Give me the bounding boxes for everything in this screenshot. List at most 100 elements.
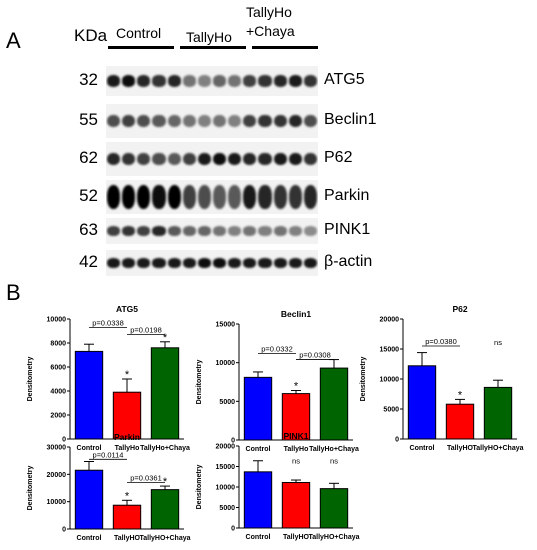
blot-band bbox=[243, 152, 257, 166]
blot-band bbox=[137, 152, 151, 166]
y-tick-label: 30000 bbox=[47, 445, 67, 452]
x-tick-label: TallyHo bbox=[115, 445, 140, 452]
blot-band bbox=[197, 114, 211, 128]
molecular-weight-label: 32 bbox=[79, 70, 98, 89]
y-tick-label: 2000 bbox=[50, 413, 66, 420]
y-tick-label: 15000 bbox=[216, 464, 236, 471]
y-tick-label: 10000 bbox=[216, 360, 236, 367]
chart-title: PINK1 bbox=[283, 431, 308, 441]
protein-label-beclin1: Beclin1 bbox=[324, 111, 377, 128]
blot-band bbox=[182, 258, 196, 268]
blot-band bbox=[228, 114, 242, 128]
protein-label-beta-actin: β-actin bbox=[324, 253, 373, 270]
blot-band bbox=[107, 226, 121, 236]
blot-band bbox=[167, 185, 181, 209]
bar bbox=[445, 403, 475, 440]
blot-band bbox=[137, 258, 151, 268]
blot-band bbox=[303, 226, 317, 236]
blot-band bbox=[197, 152, 211, 166]
p-value-label: p=0.0338 bbox=[92, 318, 124, 327]
protein-label-parkin: Parkin bbox=[324, 187, 370, 204]
protein-label-p62: P62 bbox=[324, 149, 353, 166]
blot-band bbox=[213, 75, 227, 87]
blot-band bbox=[258, 152, 272, 166]
blot-band bbox=[182, 114, 196, 128]
chart-title: Beclin1 bbox=[281, 309, 312, 319]
kda-label: KDa bbox=[74, 26, 108, 45]
blot-band bbox=[167, 114, 181, 128]
blot-band bbox=[107, 114, 121, 128]
blot-band bbox=[273, 185, 287, 209]
bar bbox=[319, 488, 349, 529]
y-tick-label: 10000 bbox=[47, 499, 67, 506]
p-value-label: p=0.0114 bbox=[93, 450, 124, 459]
x-tick-label: TallyHo bbox=[284, 446, 309, 453]
x-tick-label: Control bbox=[77, 535, 102, 542]
blot-band bbox=[122, 114, 136, 128]
significance-star: * bbox=[163, 476, 168, 488]
bar bbox=[243, 376, 273, 441]
blot-band bbox=[303, 75, 317, 87]
x-tick-label: TallyHo+Chaya bbox=[140, 445, 190, 452]
y-tick-label: 5000 bbox=[219, 505, 235, 512]
y-axis-label: Densitometry bbox=[196, 465, 203, 510]
molecular-weight-label: 42 bbox=[79, 252, 98, 271]
y-tick-label: 8000 bbox=[50, 341, 66, 348]
y-axis-label: Densitometry bbox=[196, 360, 203, 405]
significance-star: * bbox=[125, 490, 130, 502]
blot-band bbox=[243, 185, 257, 209]
y-tick-label: 20000 bbox=[216, 444, 236, 451]
ns-label: ns bbox=[494, 338, 502, 347]
group-label-tallyho: TallyHo bbox=[186, 29, 232, 45]
blot-band bbox=[258, 75, 272, 87]
blot-band bbox=[258, 226, 272, 236]
panel-b-label: B bbox=[6, 280, 21, 305]
y-tick-label: 10000 bbox=[47, 317, 67, 324]
blot-band bbox=[167, 226, 181, 236]
blot-band bbox=[258, 258, 272, 268]
blot-band bbox=[213, 258, 227, 268]
blot-band bbox=[258, 114, 272, 128]
bar bbox=[281, 481, 311, 529]
blot-band bbox=[122, 152, 136, 166]
significance-star: * bbox=[163, 332, 168, 344]
y-axis-label: Densitometry bbox=[27, 466, 34, 511]
blot-band bbox=[152, 152, 166, 166]
blot-band bbox=[122, 75, 136, 87]
blot-band bbox=[228, 152, 242, 166]
y-tick-label: 0 bbox=[231, 438, 235, 445]
p-value-label: p=0.0198 bbox=[130, 326, 162, 335]
y-tick-label: 0 bbox=[231, 526, 235, 533]
blot-strip-atg5 bbox=[106, 66, 318, 96]
blot-band bbox=[213, 152, 227, 166]
blot-band bbox=[167, 75, 181, 87]
molecular-weight-label: 63 bbox=[79, 220, 98, 239]
blot-strip-beta-actin bbox=[106, 250, 318, 276]
blot-band bbox=[182, 152, 196, 166]
x-tick-label: Control bbox=[410, 445, 435, 452]
blot-band bbox=[303, 185, 317, 209]
blot-band bbox=[197, 75, 211, 87]
blot-band bbox=[107, 152, 121, 166]
x-tick-label: Control bbox=[246, 446, 271, 453]
bar bbox=[74, 350, 104, 440]
bar bbox=[243, 471, 273, 529]
blot-band bbox=[122, 226, 136, 236]
blot-band bbox=[137, 185, 151, 209]
group-bar-tallyho-chaya bbox=[252, 46, 318, 49]
blot-band bbox=[167, 152, 181, 166]
x-tick-label: TallyHO+Chaya bbox=[139, 535, 190, 542]
x-tick-label: TallyHO+Chaya bbox=[308, 534, 359, 541]
blot-band bbox=[273, 75, 287, 87]
y-axis-label: Densitometry bbox=[360, 357, 367, 402]
blot-band bbox=[273, 258, 287, 268]
y-tick-label: 20000 bbox=[47, 472, 67, 479]
blot-strip-p62 bbox=[106, 142, 318, 176]
blot-band bbox=[182, 75, 196, 87]
x-tick-label: TallyHO bbox=[114, 535, 140, 542]
blot-band bbox=[137, 226, 151, 236]
molecular-weight-label: 52 bbox=[79, 186, 98, 205]
panel-a-label: A bbox=[6, 28, 21, 53]
blot-band bbox=[243, 258, 257, 268]
